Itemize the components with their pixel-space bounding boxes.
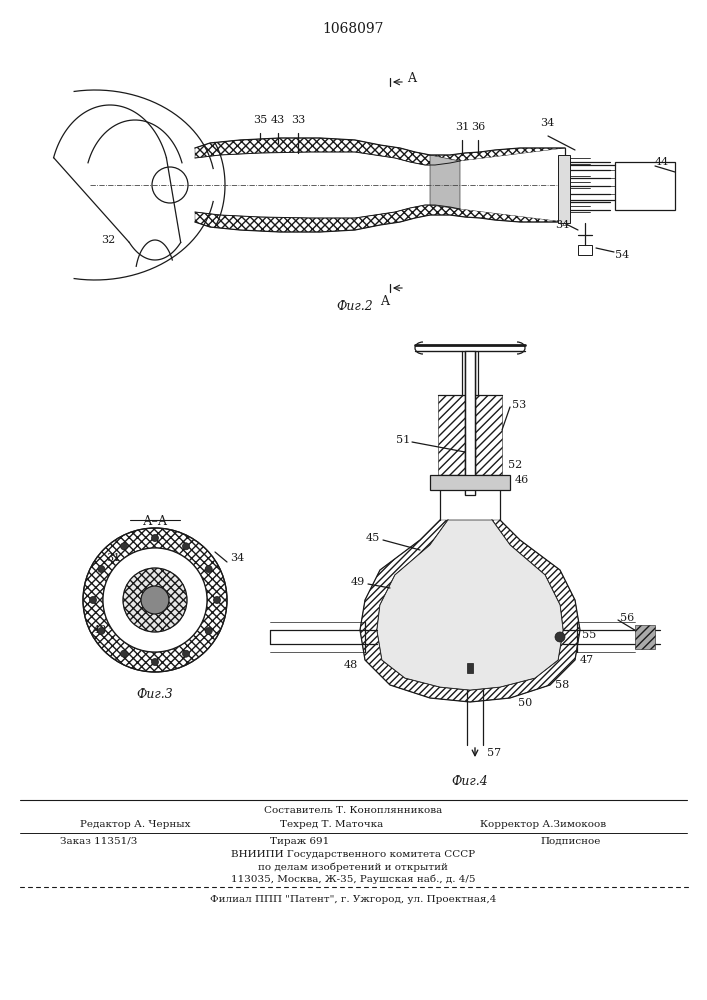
Polygon shape bbox=[377, 520, 563, 690]
Text: 55: 55 bbox=[582, 630, 596, 640]
Bar bbox=[615, 162, 675, 210]
Circle shape bbox=[151, 534, 158, 542]
Circle shape bbox=[103, 548, 207, 652]
Circle shape bbox=[98, 566, 105, 572]
Text: Фиг.3: Фиг.3 bbox=[136, 688, 173, 701]
Text: 34: 34 bbox=[540, 118, 554, 128]
Text: ВНИИПИ Государственного комитета СССР: ВНИИПИ Государственного комитета СССР bbox=[231, 850, 475, 859]
Text: 32: 32 bbox=[101, 235, 115, 245]
Polygon shape bbox=[195, 138, 565, 165]
Circle shape bbox=[182, 543, 189, 550]
Polygon shape bbox=[195, 205, 565, 232]
Text: Составитель Т. Коноплянникова: Составитель Т. Коноплянникова bbox=[264, 806, 442, 815]
Text: 31: 31 bbox=[455, 122, 469, 132]
Circle shape bbox=[123, 568, 187, 632]
Circle shape bbox=[555, 632, 565, 642]
Circle shape bbox=[151, 658, 158, 666]
Text: 31: 31 bbox=[106, 553, 120, 563]
Polygon shape bbox=[467, 663, 473, 673]
Circle shape bbox=[98, 628, 105, 635]
Text: 49: 49 bbox=[351, 577, 365, 587]
Text: Корректор А.Зимокоов: Корректор А.Зимокоов bbox=[480, 820, 606, 829]
Text: A: A bbox=[380, 295, 390, 308]
Bar bbox=[438, 395, 502, 475]
Text: 50: 50 bbox=[518, 698, 532, 708]
Circle shape bbox=[141, 586, 169, 614]
Text: 1068097: 1068097 bbox=[322, 22, 384, 36]
Text: 51: 51 bbox=[396, 435, 410, 445]
Circle shape bbox=[120, 650, 127, 657]
Circle shape bbox=[83, 528, 227, 672]
Bar bbox=[558, 155, 570, 223]
Text: 43: 43 bbox=[93, 625, 107, 635]
Bar bbox=[578, 245, 592, 255]
Text: Фиг.4: Фиг.4 bbox=[452, 775, 489, 788]
Text: Редактор А. Черных: Редактор А. Черных bbox=[80, 820, 190, 829]
Circle shape bbox=[103, 548, 207, 652]
Text: 53: 53 bbox=[512, 400, 526, 410]
Bar bbox=[465, 351, 475, 495]
Text: 36: 36 bbox=[471, 122, 485, 132]
Text: Заказ 11351/3: Заказ 11351/3 bbox=[60, 837, 137, 846]
Text: А–А: А–А bbox=[142, 515, 168, 528]
Text: 34: 34 bbox=[230, 553, 244, 563]
Circle shape bbox=[205, 628, 212, 635]
Polygon shape bbox=[360, 520, 580, 702]
Polygon shape bbox=[430, 155, 460, 209]
Text: 44: 44 bbox=[655, 157, 670, 167]
Text: 56: 56 bbox=[620, 613, 634, 623]
Text: 58: 58 bbox=[555, 680, 569, 690]
Text: Фиг.2: Фиг.2 bbox=[337, 300, 373, 313]
Text: Подписное: Подписное bbox=[540, 837, 600, 846]
Text: 34: 34 bbox=[555, 220, 569, 230]
Text: 35: 35 bbox=[253, 115, 267, 125]
Circle shape bbox=[90, 596, 96, 603]
Text: 48: 48 bbox=[344, 660, 358, 670]
Bar bbox=[430, 475, 510, 490]
Text: 33: 33 bbox=[291, 115, 305, 125]
Circle shape bbox=[120, 543, 127, 550]
Text: 52: 52 bbox=[508, 460, 522, 470]
Text: по делам изобретений и открытий: по делам изобретений и открытий bbox=[258, 862, 448, 871]
Text: Техред Т. Маточка: Техред Т. Маточка bbox=[280, 820, 383, 829]
Circle shape bbox=[182, 650, 189, 657]
Text: Тираж 691: Тираж 691 bbox=[270, 837, 329, 846]
Text: A: A bbox=[407, 73, 416, 86]
Circle shape bbox=[214, 596, 221, 603]
Bar bbox=[635, 625, 655, 649]
Text: 47: 47 bbox=[580, 655, 594, 665]
Text: 57: 57 bbox=[487, 748, 501, 758]
Text: 113035, Москва, Ж-35, Раушская наб., д. 4/5: 113035, Москва, Ж-35, Раушская наб., д. … bbox=[230, 874, 475, 884]
Text: Филиал ППП "Патент", г. Ужгород, ул. Проектная,4: Филиал ППП "Патент", г. Ужгород, ул. Про… bbox=[210, 895, 496, 904]
Text: 46: 46 bbox=[515, 475, 530, 485]
Text: 43: 43 bbox=[271, 115, 285, 125]
Text: 45: 45 bbox=[366, 533, 380, 543]
Text: 54: 54 bbox=[615, 250, 629, 260]
Circle shape bbox=[205, 566, 212, 572]
